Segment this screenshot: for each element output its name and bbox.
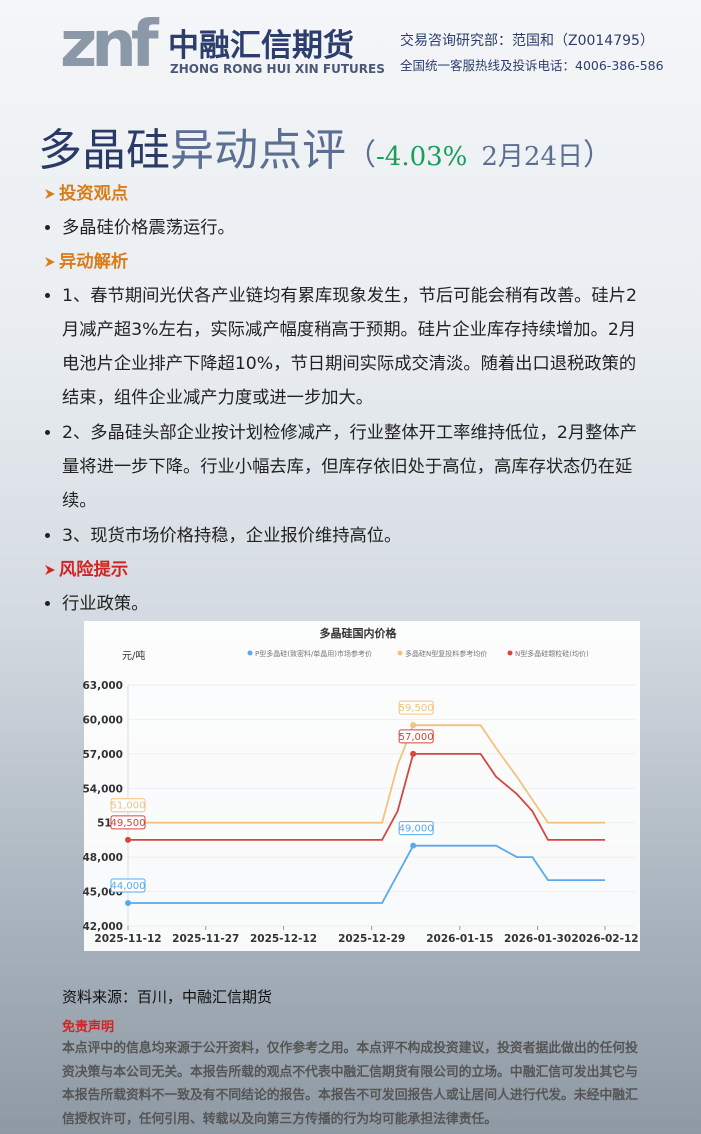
legend-label: P型多晶硅(致密料/单晶用)市场参考价 bbox=[255, 649, 372, 658]
line bbox=[128, 753, 605, 841]
legend-label: N型多晶硅颗粒硅(均价) bbox=[515, 649, 589, 658]
label-box bbox=[110, 815, 146, 830]
y-tick-label: 60,000 bbox=[82, 714, 123, 726]
legend-marker bbox=[397, 650, 403, 656]
data-label: 51,000 bbox=[111, 801, 146, 812]
title-sub: 异动点评 bbox=[170, 125, 346, 176]
x-tick-label: 2025-12-12 bbox=[250, 933, 317, 945]
company-en: ZHONG RONG HUI XIN FUTURES bbox=[170, 62, 385, 76]
arrow bbox=[45, 189, 55, 199]
data-label: 49,000 bbox=[399, 824, 434, 835]
x-tick-label: 2025-12-29 bbox=[338, 933, 405, 945]
list-item: 2、多晶硅头部企业按计划检修减产，行业整体开工率维持低位，2月整体产量将进一步下… bbox=[62, 416, 644, 518]
disclaimer-text: 本点评中的信息均来源于公开资料，仅作参考之用。本点评不构成投资建议，投资者据此做… bbox=[62, 1041, 638, 1127]
section-heading: 风险提示 bbox=[44, 553, 644, 587]
title: 多晶硅异动点评（-4.03% 2月24日） bbox=[38, 114, 613, 178]
label-box bbox=[398, 821, 434, 836]
y-tick-label: 48,000 bbox=[82, 852, 123, 864]
y-tick-label: 42,000 bbox=[82, 921, 123, 933]
list-item: 多晶硅价格震荡运行。 bbox=[62, 211, 644, 245]
analyst: 交易咨询研究部：范国和（Z0014795） bbox=[400, 33, 654, 49]
data-label: 49,500 bbox=[111, 818, 146, 829]
data-label: 59,500 bbox=[399, 703, 434, 714]
change: -4.03% bbox=[376, 142, 468, 172]
title-main: 多晶硅 bbox=[38, 125, 170, 176]
company: 中融汇信期货 bbox=[168, 28, 354, 64]
list: 多晶硅价格震荡运行。 bbox=[44, 211, 644, 245]
data-label: 57,000 bbox=[399, 732, 434, 743]
line bbox=[128, 844, 605, 904]
chart-title: 多晶硅国内价格 bbox=[320, 626, 398, 640]
legend-marker bbox=[507, 650, 513, 656]
heading-text: 异动解析 bbox=[59, 252, 129, 272]
body: 投资观点多晶硅价格震荡运行。异动解析 1、春节期间光伏各产业链均有累库现象发生，节… bbox=[44, 178, 644, 622]
x-tick-label: 2025-11-12 bbox=[94, 933, 161, 945]
point bbox=[125, 836, 131, 843]
paren: （ bbox=[346, 138, 376, 173]
line bbox=[128, 724, 605, 824]
logo: znf bbox=[60, 8, 159, 82]
point bbox=[125, 900, 131, 907]
section-heading: 投资观点 bbox=[44, 177, 644, 211]
label-box bbox=[110, 798, 146, 813]
arrow bbox=[45, 257, 55, 267]
heading-text: 风险提示 bbox=[59, 560, 129, 580]
list-item: 行业政策。 bbox=[62, 587, 644, 621]
heading-text: 投资观点 bbox=[59, 184, 129, 204]
section-heading: 异动解析 bbox=[44, 245, 644, 279]
data-label: 44,000 bbox=[111, 881, 146, 892]
label-box bbox=[398, 729, 434, 744]
chart-panel bbox=[84, 621, 640, 951]
label-box bbox=[398, 700, 434, 715]
label-box bbox=[110, 878, 146, 893]
date: 2月24日 bbox=[481, 142, 584, 172]
paren: ） bbox=[583, 138, 614, 173]
arrow bbox=[45, 565, 55, 575]
point bbox=[410, 842, 417, 849]
legend-marker bbox=[247, 650, 253, 656]
y-tick-label: 63,000 bbox=[82, 680, 123, 692]
list: 1、春节期间光伏各产业链均有累库现象发生，节后可能会稍有改善。硅片2月减产超3%… bbox=[44, 279, 644, 553]
x-tick-label: 2026-02-12 bbox=[571, 933, 638, 945]
x-tick-label: 2026-01-30 bbox=[504, 933, 571, 945]
y-tick-label: 57,000 bbox=[82, 749, 123, 761]
x-tick-label: 2026-01-15 bbox=[426, 933, 493, 945]
hotline: 全国统一客服热线及投诉电话：4006-386-586 bbox=[400, 58, 664, 73]
y-tick-label: 54,000 bbox=[82, 783, 123, 795]
list: 行业政策。 bbox=[44, 587, 644, 621]
legend-label: 多晶硅N型复投料参考均价 bbox=[405, 649, 487, 658]
y-label: 元/吨 bbox=[122, 649, 145, 662]
list-item: 1、春节期间光伏各产业链均有累库现象发生，节后可能会稍有改善。硅片2月减产超3%… bbox=[62, 279, 644, 415]
list-item: 3、现货市场价格持稳，企业报价维持高位。 bbox=[62, 519, 644, 553]
source: 资料来源：百川，中融汇信期货 bbox=[62, 988, 273, 1006]
point bbox=[410, 750, 417, 757]
x-tick-label: 2025-11-27 bbox=[172, 933, 239, 945]
disclaimer-heading: 免责声明 bbox=[62, 1020, 115, 1035]
point bbox=[410, 722, 417, 729]
